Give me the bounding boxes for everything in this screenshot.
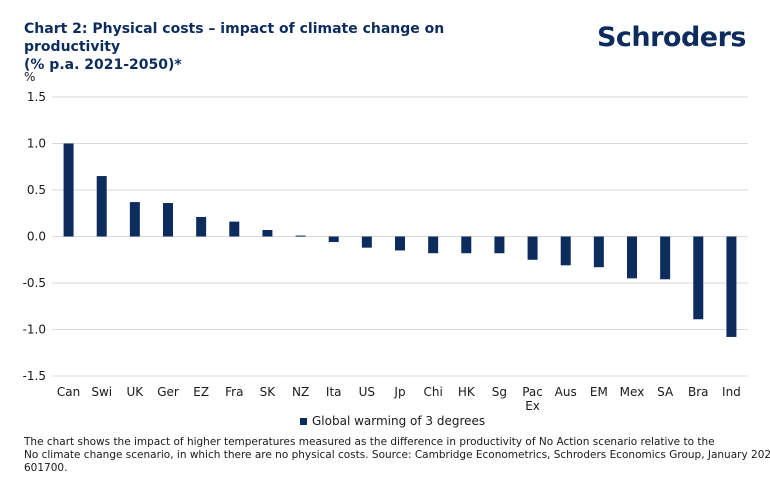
x-tick-label: Can — [57, 385, 80, 399]
y-tick-label: 0.0 — [27, 230, 46, 244]
footnote-line-3: 601700. — [24, 462, 68, 474]
x-tick-label: Chi — [423, 385, 442, 399]
x-tick-label: Mex — [620, 385, 645, 399]
x-tick-label: Jp — [393, 385, 405, 399]
bar — [129, 202, 140, 237]
legend-swatch — [300, 417, 307, 425]
bar — [693, 236, 704, 320]
y-tick-label: 0.5 — [27, 183, 46, 197]
legend: Global warming of 3 degrees — [300, 414, 485, 428]
x-tick-label: SA — [657, 385, 674, 399]
y-tick-label: 1.0 — [27, 137, 46, 151]
x-tick-label: Swi — [91, 385, 112, 399]
x-tick-label: Pac Ex — [522, 385, 543, 413]
chart-title-line-1: Chart 2: Physical costs – impact of clim… — [24, 21, 445, 55]
bar — [395, 236, 405, 251]
bar — [63, 143, 74, 237]
bar — [660, 236, 671, 280]
bar — [593, 236, 604, 268]
bar — [96, 176, 107, 237]
x-tick-label: HK — [458, 385, 476, 399]
footnote-line-1: The chart shows the impact of higher tem… — [24, 436, 715, 448]
x-tick-label: NZ — [292, 385, 309, 399]
x-tick-label: SK — [260, 385, 277, 399]
x-tick-label: Bra — [688, 385, 709, 399]
bar — [494, 236, 505, 254]
x-tick-label: Fra — [225, 385, 243, 399]
y-axis-unit-label: % — [24, 70, 36, 84]
bar — [560, 236, 571, 266]
bar — [428, 236, 439, 254]
bar — [262, 229, 273, 237]
footnote-line-2: No climate change scenario, in which the… — [24, 449, 770, 461]
bar — [229, 221, 240, 237]
legend-label: Global warming of 3 degrees — [312, 414, 486, 428]
bar — [328, 236, 339, 243]
x-tick-label: EM — [590, 385, 608, 399]
y-tick-label: -1.5 — [23, 369, 46, 383]
bar — [627, 236, 637, 279]
x-tick-label: US — [359, 385, 375, 399]
y-tick-label: 1.5 — [27, 90, 46, 104]
bar — [527, 236, 538, 260]
bar — [726, 236, 737, 337]
bar — [196, 216, 207, 237]
x-tick-label: UK — [127, 385, 145, 399]
x-tick-label: EZ — [193, 385, 209, 399]
bar — [295, 235, 306, 237]
y-tick-label: -1.0 — [23, 323, 46, 337]
schroders-logo: Schroders — [596, 22, 747, 53]
chart-title: Chart 2: Physical costs – impact of clim… — [24, 20, 544, 74]
bar — [361, 236, 372, 248]
bar — [163, 203, 173, 237]
footnote: The chart shows the impact of higher tem… — [24, 436, 770, 475]
x-tick-label: Ita — [326, 385, 342, 399]
x-tick-label: Sg — [492, 385, 507, 399]
y-tick-label: -0.5 — [23, 276, 46, 290]
x-tick-label: Aus — [555, 385, 577, 399]
x-tick-label: Ind — [722, 385, 741, 399]
x-tick-label: Ger — [157, 385, 179, 399]
chart-title-line-2: (% p.a. 2021-2050)* — [24, 57, 182, 73]
bar — [461, 236, 472, 254]
